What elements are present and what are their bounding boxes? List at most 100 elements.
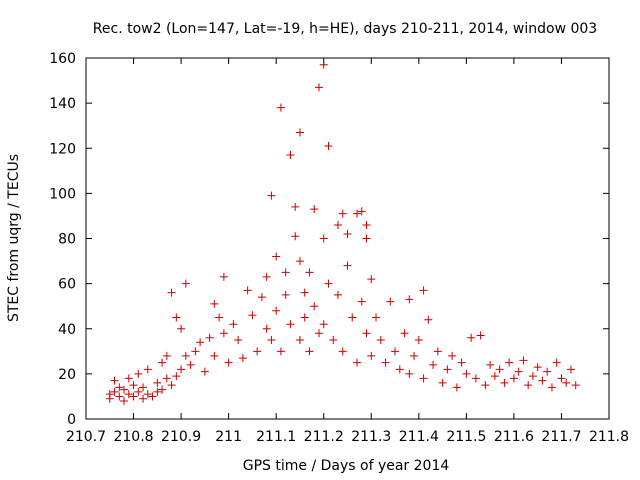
data-point [295,336,304,345]
data-point [533,363,542,372]
data-points [105,60,580,405]
data-point [481,381,490,390]
x-tick-label: 210.9 [161,429,201,445]
data-point [295,257,304,266]
data-point [105,394,114,403]
data-point [557,374,566,383]
x-tick-label: 211.8 [589,429,629,445]
data-point [162,374,171,383]
data-point [495,365,504,374]
data-point [153,387,162,396]
data-point [362,234,371,243]
data-point [566,365,575,374]
data-point [514,367,523,376]
data-point [343,261,352,270]
data-point [348,313,357,322]
data-point [314,83,323,92]
data-point [448,351,457,360]
data-point [186,360,195,369]
data-point [357,297,366,306]
data-point [286,151,295,160]
data-point [167,288,176,297]
data-point [115,392,124,401]
data-point [414,336,423,345]
data-point [543,367,552,376]
x-tick-label: 210.7 [66,429,106,445]
data-point [110,376,119,385]
y-tick-label: 40 [58,322,76,338]
x-axis-ticks: 210.7 210.8 210.9 211 211.1 211.2 211.3 211.4 21… [66,58,629,445]
data-point [139,383,148,392]
data-point [177,324,186,333]
data-point [319,60,328,69]
y-tick-label: 60 [58,277,76,293]
data-point [571,381,580,390]
data-point [433,347,442,356]
data-point [134,387,143,396]
y-tick-label: 140 [49,96,76,112]
data-point [224,358,233,367]
data-point [405,369,414,378]
data-point [505,358,514,367]
data-point [353,209,362,218]
x-tick-label: 211.1 [256,429,296,445]
data-point [120,396,129,405]
data-point [281,290,290,299]
data-point [276,103,285,112]
data-point [110,387,119,396]
data-point [519,356,528,365]
data-point [333,220,342,229]
data-point [395,365,404,374]
data-point [552,358,561,367]
data-point [410,351,419,360]
chart-title: Rec. tow2 (Lon=147, Lat=-19, h=HE), days… [93,21,597,37]
data-point [305,347,314,356]
data-point [367,275,376,284]
data-point [562,378,571,387]
data-point [329,336,338,345]
data-point [181,351,190,360]
data-point [262,272,271,281]
data-point [219,329,228,338]
data-point [338,347,347,356]
data-point [310,302,319,311]
y-tick-label: 80 [58,232,76,248]
plot-frame [85,57,610,420]
data-point [234,336,243,345]
data-point [158,385,167,394]
y-tick-label: 20 [58,367,76,383]
x-axis-label: GPS time / Days of year 2014 [243,458,450,474]
data-point [310,205,319,214]
data-point [129,381,138,390]
y-axis-label: STEC from uqrg / TECUs [6,154,22,322]
data-point [272,252,281,261]
data-point [196,338,205,347]
y-tick-label: 0 [67,412,76,428]
y-tick-label: 120 [49,141,76,157]
data-point [386,297,395,306]
y-axis-ticks: 0 20 40 60 80 100 120 140 160 [49,51,609,428]
data-point [305,268,314,277]
x-tick-label: 211.5 [446,429,486,445]
data-point [120,385,129,394]
data-point [490,372,499,381]
data-point [295,128,304,137]
data-point [210,351,219,360]
data-point [243,286,252,295]
x-tick-label: 210.8 [113,429,153,445]
y-tick-label: 160 [49,51,76,67]
data-point [471,374,480,383]
data-point [200,367,209,376]
data-point [153,378,162,387]
data-point [143,390,152,399]
data-point [372,313,381,322]
data-point [528,372,537,381]
data-point [362,220,371,229]
data-point [257,293,266,302]
data-point [524,381,533,390]
data-point [419,374,428,383]
data-point [148,392,157,401]
data-point [172,313,181,322]
data-point [300,313,309,322]
